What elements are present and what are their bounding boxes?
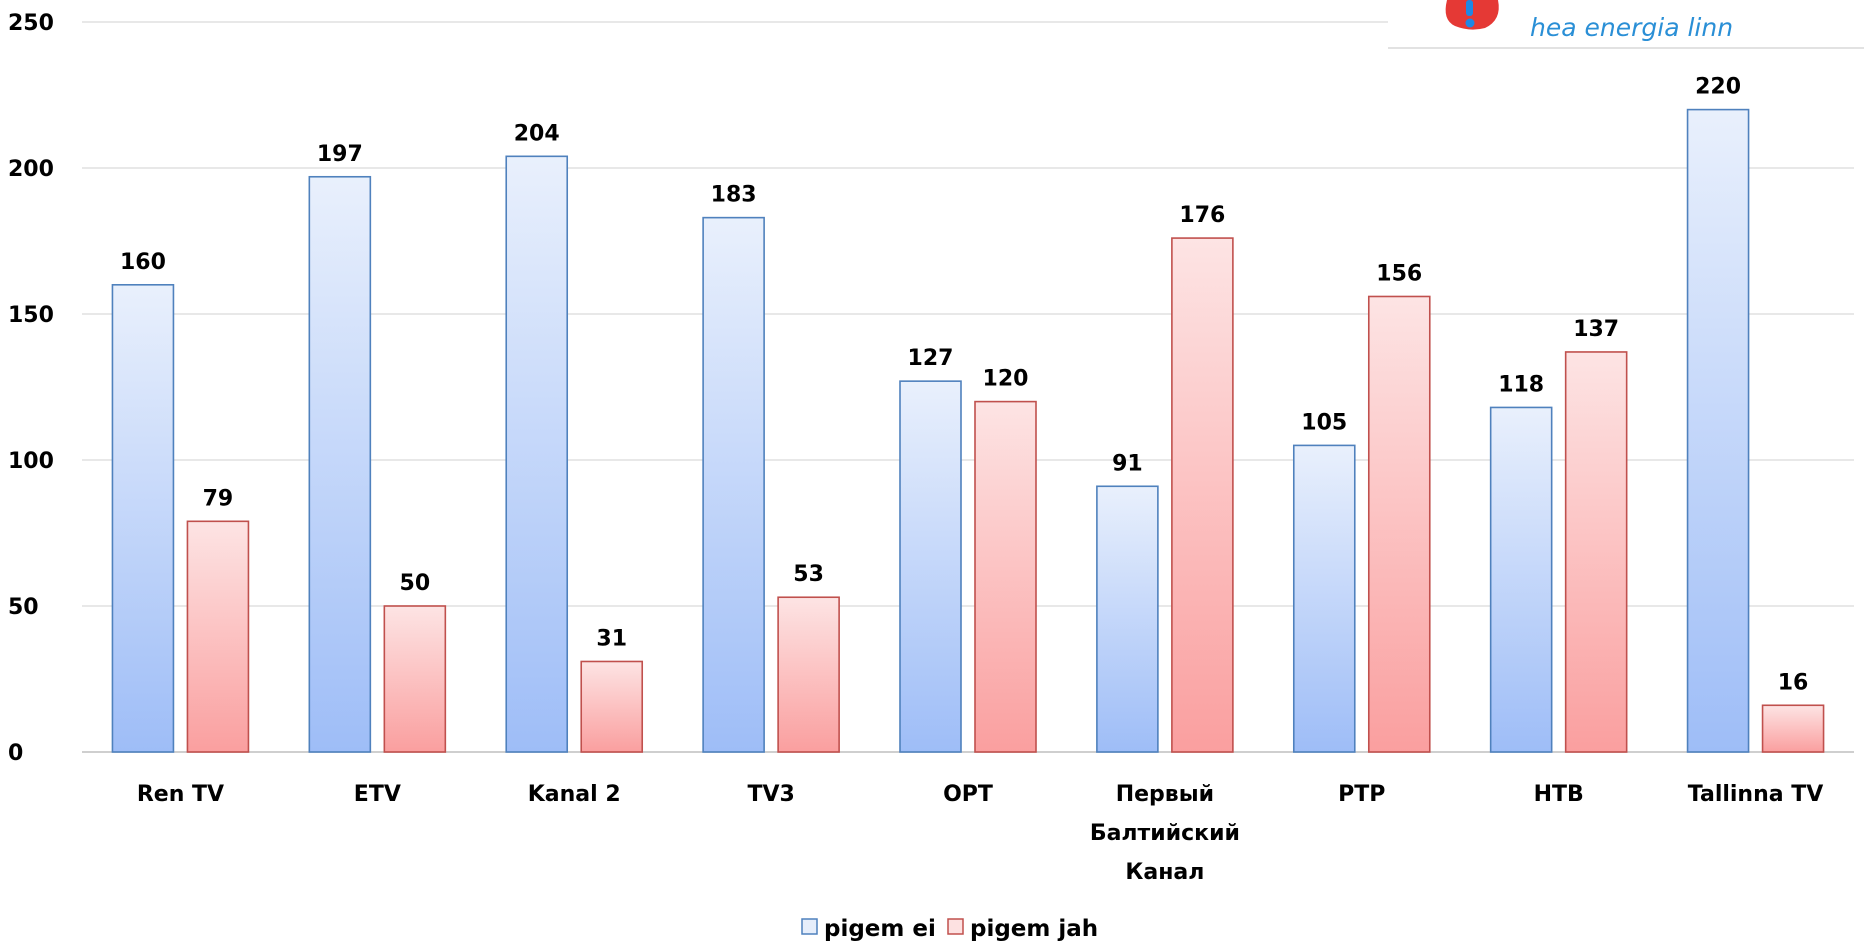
legend-label: pigem ei bbox=[824, 916, 936, 942]
logo: hea energia linn bbox=[1388, 0, 1864, 49]
data-label: 204 bbox=[514, 121, 560, 146]
bar bbox=[505, 155, 569, 753]
category-label: ОРТ bbox=[943, 782, 993, 807]
data-label: 120 bbox=[983, 367, 1029, 392]
category-label: Tallinna TV bbox=[1688, 782, 1824, 807]
bar bbox=[1096, 485, 1159, 753]
bar bbox=[383, 605, 447, 753]
category-label: Ren TV bbox=[137, 782, 224, 807]
legend: pigem ei pigem jah bbox=[801, 916, 1098, 942]
bar bbox=[702, 216, 765, 753]
data-label: 160 bbox=[120, 250, 166, 275]
y-tick-label: 0 bbox=[8, 741, 23, 766]
category-label: Балтийский bbox=[1090, 821, 1240, 846]
y-tick-label: 200 bbox=[8, 157, 54, 182]
legend-label: pigem jah bbox=[970, 916, 1098, 942]
x-axis: Ren TV ETV Kanal 2 TV3 ОРТ Первый Балтийский Ка… bbox=[137, 782, 1823, 885]
legend-swatch bbox=[801, 918, 818, 935]
data-label: 156 bbox=[1376, 261, 1422, 286]
data-label: 31 bbox=[596, 626, 627, 651]
data-label: 137 bbox=[1573, 317, 1619, 342]
data-label: 176 bbox=[1179, 203, 1225, 228]
category-label: РТР bbox=[1338, 782, 1385, 807]
bar bbox=[1686, 108, 1750, 753]
logo-tagline: hea energia linn bbox=[1530, 13, 1733, 42]
bar bbox=[1292, 444, 1356, 753]
y-tick-label: 250 bbox=[8, 11, 54, 36]
y-tick-label: 100 bbox=[8, 449, 54, 474]
bar bbox=[111, 283, 175, 753]
data-label: 183 bbox=[711, 183, 757, 208]
data-label: 118 bbox=[1498, 372, 1544, 397]
data-label: 16 bbox=[1778, 670, 1809, 695]
bar bbox=[1761, 704, 1825, 753]
legend-swatch bbox=[947, 918, 964, 935]
bar bbox=[899, 380, 962, 753]
y-axis: 0 50 100 150 200 250 bbox=[8, 11, 54, 766]
logo-blue-mark-icon bbox=[1466, 0, 1473, 16]
bar bbox=[186, 520, 250, 753]
data-label: 53 bbox=[793, 562, 824, 587]
category-label: Kanal 2 bbox=[528, 782, 621, 807]
gridlines bbox=[82, 21, 1854, 753]
category-label: НТВ bbox=[1534, 782, 1584, 807]
data-label: 220 bbox=[1695, 75, 1741, 100]
category-label: TV3 bbox=[747, 782, 794, 807]
y-tick-label: 150 bbox=[8, 303, 54, 328]
bar bbox=[974, 400, 1037, 753]
data-label: 91 bbox=[1112, 451, 1143, 476]
bar bbox=[777, 596, 840, 753]
y-tick-label: 50 bbox=[8, 595, 39, 620]
category-label: Канал bbox=[1125, 860, 1204, 885]
bar bbox=[308, 175, 372, 753]
data-label: 197 bbox=[317, 142, 363, 167]
data-labels: 160 79 197 50 204 31 183 53 127 120 91 176 105 156 118… bbox=[120, 75, 1808, 696]
bar bbox=[1171, 237, 1234, 753]
data-label: 105 bbox=[1301, 410, 1347, 435]
data-label: 79 bbox=[203, 486, 234, 511]
data-label: 127 bbox=[908, 346, 954, 371]
logo-blue-dot-icon bbox=[1465, 18, 1475, 28]
bar bbox=[580, 660, 644, 753]
data-label: 50 bbox=[400, 571, 431, 596]
bar bbox=[1564, 351, 1628, 753]
bar bbox=[1489, 406, 1553, 753]
bars bbox=[111, 108, 1825, 753]
bar bbox=[1367, 295, 1431, 753]
category-label: ETV bbox=[354, 782, 401, 807]
category-label: Первый bbox=[1116, 782, 1214, 807]
